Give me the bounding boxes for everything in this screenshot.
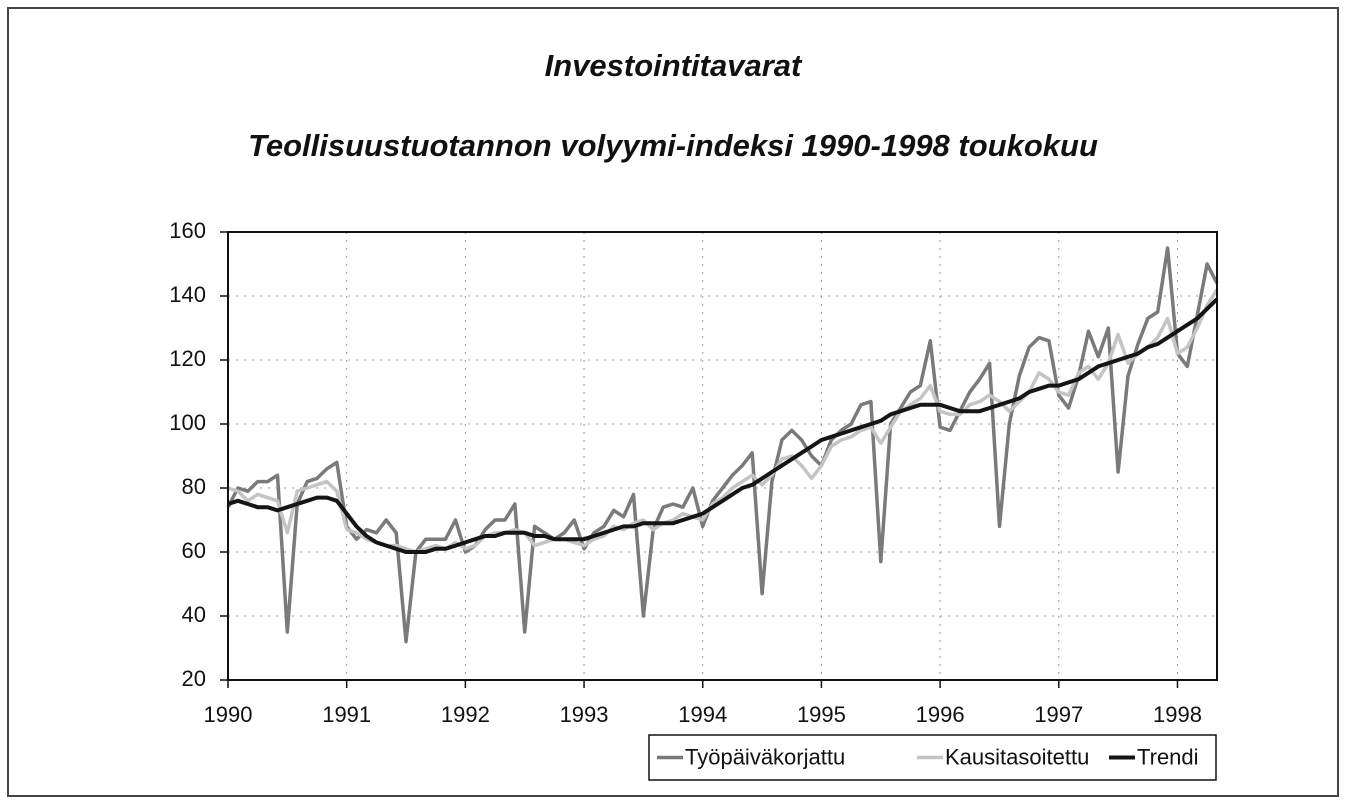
- x-tick-label: 1998: [1153, 702, 1202, 727]
- x-tick-label: 1994: [678, 702, 727, 727]
- x-tick-label: 1990: [204, 702, 253, 727]
- y-tick-label: 140: [169, 282, 206, 307]
- x-tick-label: 1996: [916, 702, 965, 727]
- x-tick-label: 1991: [322, 702, 371, 727]
- line-series: [226, 246, 1219, 644]
- x-tick-label: 1993: [560, 702, 609, 727]
- y-tick-label: 20: [182, 666, 206, 691]
- x-tick-label: 1997: [1034, 702, 1083, 727]
- y-tick-label: 100: [169, 410, 206, 435]
- y-tick-label: 120: [169, 346, 206, 371]
- legend-label: Työpäiväkorjattu: [685, 744, 845, 769]
- legend-label: Kausitasoitettu: [945, 744, 1089, 769]
- y-tick-label: 40: [182, 602, 206, 627]
- y-tick-label: 60: [182, 538, 206, 563]
- chart-title: Investointitavarat: [545, 48, 803, 83]
- legend-label: Trendi: [1137, 744, 1199, 769]
- chart-subtitle: Teollisuustuotannon volyymi-indeksi 1990…: [248, 128, 1098, 163]
- x-tick-label: 1995: [797, 702, 846, 727]
- y-tick-label: 80: [182, 474, 206, 499]
- x-tick-label: 1992: [441, 702, 490, 727]
- y-tick-label: 160: [169, 218, 206, 243]
- line-series: [227, 297, 1219, 554]
- chart-frame: [7, 7, 1339, 797]
- line-series: [227, 288, 1219, 554]
- plot-frame: [227, 231, 1218, 681]
